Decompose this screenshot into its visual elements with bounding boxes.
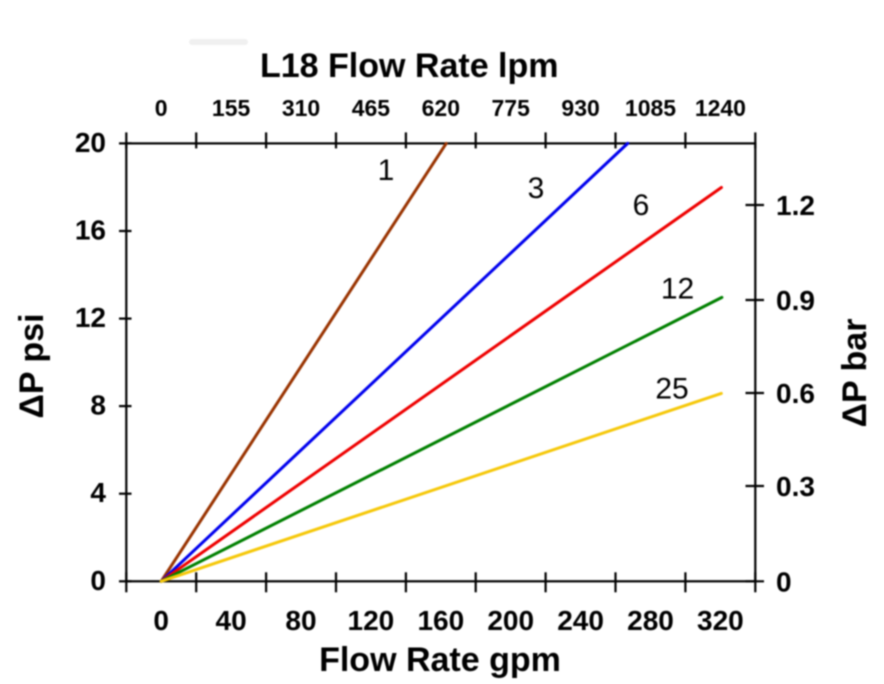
svg-text:20: 20	[75, 127, 106, 158]
svg-text:155: 155	[212, 95, 251, 121]
svg-text:3: 3	[528, 172, 545, 205]
svg-text:160: 160	[417, 605, 464, 636]
svg-text:1: 1	[378, 154, 395, 187]
svg-text:4: 4	[90, 477, 106, 508]
svg-text:240: 240	[557, 605, 604, 636]
svg-text:0.9: 0.9	[776, 285, 815, 316]
svg-text:12: 12	[75, 302, 106, 333]
svg-text:L18 Flow Rate lpm: L18 Flow Rate lpm	[260, 47, 559, 85]
svg-text:1240: 1240	[695, 95, 746, 121]
svg-text:0.6: 0.6	[776, 378, 815, 409]
svg-text:930: 930	[561, 95, 599, 121]
svg-text:ΔP psi: ΔP psi	[13, 313, 51, 418]
svg-text:200: 200	[487, 605, 534, 636]
svg-text:0.3: 0.3	[776, 471, 815, 502]
svg-text:16: 16	[75, 215, 106, 246]
svg-text:310: 310	[282, 95, 320, 121]
svg-text:0: 0	[155, 95, 168, 121]
svg-text:320: 320	[697, 605, 744, 636]
svg-text:280: 280	[627, 605, 674, 636]
svg-text:12: 12	[661, 273, 694, 306]
svg-text:1085: 1085	[625, 95, 676, 121]
svg-text:120: 120	[348, 605, 395, 636]
svg-text:775: 775	[492, 95, 531, 121]
svg-text:0: 0	[153, 605, 169, 636]
svg-text:25: 25	[655, 372, 688, 405]
svg-text:1.2: 1.2	[776, 190, 815, 221]
svg-text:6: 6	[633, 189, 650, 222]
svg-text:620: 620	[422, 95, 460, 121]
svg-text:80: 80	[285, 605, 316, 636]
svg-text:Flow Rate gpm: Flow Rate gpm	[319, 641, 561, 679]
svg-text:8: 8	[90, 390, 106, 421]
svg-text:ΔP bar: ΔP bar	[836, 319, 874, 428]
svg-text:40: 40	[216, 605, 247, 636]
svg-text:465: 465	[352, 95, 391, 121]
svg-text:0: 0	[90, 565, 106, 596]
svg-text:0: 0	[776, 566, 792, 597]
